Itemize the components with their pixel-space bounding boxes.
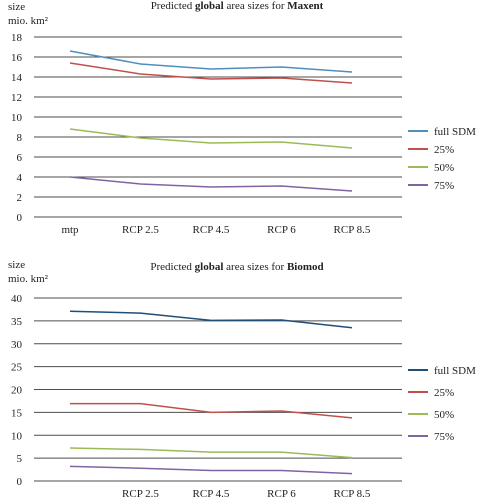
x-tick-label: RCP 4.5: [193, 224, 230, 236]
legend-label: full SDM: [434, 126, 476, 138]
y-tick-label: 16: [11, 52, 23, 64]
y-tick-label: 8: [17, 132, 23, 144]
legend: full SDM 25% 50% 75%: [408, 365, 476, 443]
y-tick-label: 4: [17, 172, 23, 184]
title-emphasis: global: [195, 261, 224, 273]
series-lines: [69, 310, 353, 475]
y-tick-label: 6: [17, 152, 23, 164]
grid-lines: [34, 297, 402, 482]
y-tick-label: 40: [11, 293, 23, 305]
legend-label: full SDM: [434, 365, 476, 377]
series-line: [69, 62, 353, 84]
x-tick-label: RCP 6: [267, 488, 296, 499]
series-line: [70, 402, 353, 419]
y-tick-labels: 0 5 10 15 20 25 30 35 40: [11, 293, 23, 488]
chart-title: Predicted global area sizes for Biomod: [150, 261, 323, 273]
y-tick-label: 5: [17, 453, 23, 465]
legend-label: 25%: [434, 144, 454, 156]
y-tick-label: 0: [17, 212, 23, 224]
series-line: [69, 128, 353, 149]
series-line: [69, 465, 353, 475]
title-model: Biomod: [287, 261, 324, 273]
y-tick-label: 10: [11, 430, 23, 442]
y-axis-label-line1: size: [8, 259, 25, 271]
legend-label: 50%: [434, 409, 454, 421]
title-emphasis: global: [195, 0, 224, 12]
y-tick-label: 25: [11, 362, 23, 374]
title-prefix: Predicted: [150, 261, 194, 273]
y-axis-label-line1: size: [8, 1, 25, 13]
series-line: [69, 50, 353, 73]
title-prefix: Predicted: [151, 0, 195, 12]
legend: full SDM 25% 50% 75%: [408, 126, 476, 192]
x-tick-label: RCP 2.5: [122, 488, 159, 499]
x-tick-labels: RCP 2.5 RCP 4.5 RCP 6 RCP 8.5: [122, 488, 371, 499]
x-tick-labels: mtp RCP 2.5 RCP 4.5 RCP 6 RCP 8.5: [61, 224, 371, 236]
grid-lines: [34, 36, 402, 218]
series-line: [69, 176, 353, 192]
y-tick-label: 30: [11, 339, 23, 351]
x-tick-label: RCP 2.5: [122, 224, 159, 236]
legend-label: 50%: [434, 162, 454, 174]
y-tick-label: 2: [17, 192, 23, 204]
y-tick-labels: 0 2 4 6 8 10 12 14 16 18: [11, 32, 23, 224]
series-line: [69, 447, 353, 459]
y-axis-label-line2: mio. km²: [8, 273, 49, 285]
legend-label: 75%: [434, 431, 454, 443]
y-tick-label: 35: [11, 316, 23, 328]
legend-label: 25%: [434, 387, 454, 399]
series-line: [69, 310, 353, 329]
x-tick-label: RCP 8.5: [334, 488, 371, 499]
chart-maxent: size mio. km² Predicted global area size…: [8, 0, 476, 236]
legend-label: 75%: [434, 180, 454, 192]
y-tick-label: 0: [17, 476, 23, 488]
y-tick-label: 14: [11, 72, 23, 84]
y-tick-label: 15: [11, 407, 23, 419]
y-tick-label: 10: [11, 112, 23, 124]
y-tick-label: 12: [11, 92, 22, 104]
x-tick-label: mtp: [61, 224, 79, 236]
series-lines: [69, 50, 353, 192]
x-tick-label: RCP 8.5: [334, 224, 371, 236]
y-tick-label: 20: [11, 385, 23, 397]
chart-biomod: size mio. km² Predicted global area size…: [8, 259, 476, 499]
x-tick-label: RCP 4.5: [193, 488, 230, 499]
title-model: Maxent: [287, 0, 323, 12]
x-tick-label: RCP 6: [267, 224, 296, 236]
chart-title: Predicted global area sizes for Maxent: [151, 0, 324, 12]
y-tick-label: 18: [11, 32, 23, 44]
y-axis-label-line2: mio. km²: [8, 15, 49, 27]
title-middle: area sizes for: [223, 261, 287, 273]
title-middle: area sizes for: [224, 0, 288, 12]
